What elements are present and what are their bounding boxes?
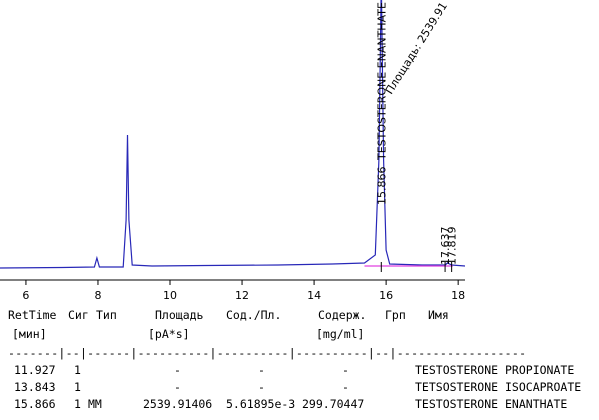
x-tick-label: 10: [163, 289, 177, 302]
column-header: Содерж.: [318, 308, 366, 322]
area-annotation: Площадь: 2539.91: [383, 0, 450, 97]
cell: TESTOSTERONE PROPIONATE: [415, 363, 574, 377]
cell: -: [258, 363, 265, 377]
x-tick-label: 6: [22, 289, 29, 302]
column-unit: [pA*s]: [148, 327, 190, 341]
cell: -: [174, 363, 181, 377]
column-header: Имя: [428, 308, 449, 322]
cell: -: [258, 380, 265, 394]
separator: -------|--|------|----------|----------|…: [8, 346, 526, 360]
x-tick-label: 14: [307, 289, 321, 302]
plot-area: [0, 0, 465, 269]
column-header: Площадь: [155, 308, 204, 322]
cell: 1: [74, 397, 81, 411]
cell: 5.61895e-3: [226, 397, 295, 411]
cell: 13.843: [14, 380, 56, 394]
column-header: Тип: [96, 308, 117, 322]
x-tick-label: 16: [379, 289, 393, 302]
cell: 15.866: [14, 397, 56, 411]
column-unit: [mg/ml]: [316, 327, 364, 341]
peak-label: 17.819: [446, 227, 459, 266]
column-unit: [мин]: [12, 327, 47, 341]
cell: MM: [88, 397, 102, 411]
cell: TESTOSTERONE ENANTHATE: [415, 397, 567, 411]
column-header: RetTime: [8, 308, 57, 322]
trace: [0, 0, 465, 269]
column-header: Сиг: [68, 308, 89, 322]
column-header: Грп: [385, 308, 406, 322]
column-header: Сод./Пл.: [226, 308, 281, 322]
x-tick-label: 18: [451, 289, 465, 302]
compound-annotation: TESTOSTERONE ENANTHATE: [375, 2, 388, 161]
cell: 11.927: [14, 363, 56, 377]
cell: -: [174, 380, 181, 394]
x-tick-label: 12: [235, 289, 249, 302]
peak-label: 15.866: [375, 167, 388, 206]
cell: 1: [74, 380, 81, 394]
cell: -: [342, 363, 349, 377]
cell: 1: [74, 363, 81, 377]
cell: 2539.91406: [143, 397, 212, 411]
cell: TETSOSTERONE ISOCAPROATE: [415, 380, 581, 394]
cell: 299.70447: [302, 397, 364, 411]
x-tick-label: 8: [94, 289, 101, 302]
cell: -: [342, 380, 349, 394]
peak-label: 17.637: [439, 227, 452, 266]
